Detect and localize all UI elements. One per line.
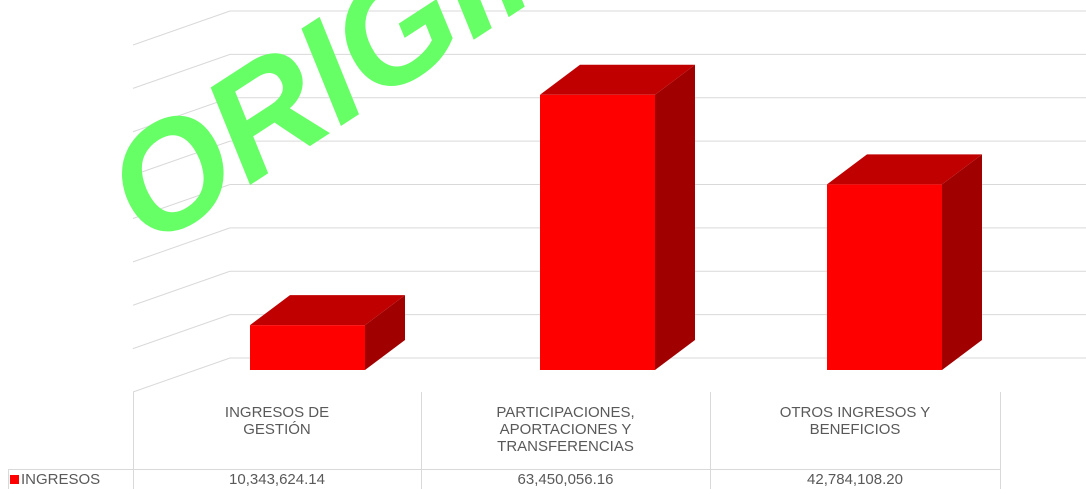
table-border xyxy=(8,469,9,489)
value-label: 63,450,056.16 xyxy=(421,470,710,489)
bar-front xyxy=(540,95,655,370)
value-label: 42,784,108.20 xyxy=(710,470,1000,489)
legend-swatch xyxy=(10,475,19,484)
legend-text: INGRESOS xyxy=(21,471,100,488)
x-tick-label-text: OTROS INGRESOS Y BENEFICIOS xyxy=(770,404,940,438)
grid-line-side xyxy=(133,315,230,349)
bar xyxy=(250,295,405,370)
x-tick-label-text: INGRESOS DE GESTIÓN xyxy=(192,404,362,438)
value-label: 10,343,624.14 xyxy=(133,470,421,489)
bar xyxy=(540,65,695,370)
bar-front xyxy=(250,325,365,370)
bar-side xyxy=(942,154,982,370)
x-tick-label: OTROS INGRESOS Y BENEFICIOS xyxy=(710,392,1000,469)
legend-entry: INGRESOS xyxy=(10,470,133,489)
bar-front xyxy=(827,184,942,370)
x-tick-label-text: PARTICIPACIONES, APORTACIONES Y TRANSFER… xyxy=(481,404,651,455)
x-tick-label: INGRESOS DE GESTIÓN xyxy=(133,392,421,469)
value-label-text: 10,343,624.14 xyxy=(229,471,325,488)
x-tick-label: PARTICIPACIONES, APORTACIONES Y TRANSFER… xyxy=(421,392,710,469)
value-label-text: 63,450,056.16 xyxy=(518,471,614,488)
page: ORIGINAL INGRESOS DE GESTIÓN10,343,624.1… xyxy=(0,0,1086,489)
bar-side xyxy=(655,65,695,370)
bar xyxy=(827,154,982,370)
grid-line-side xyxy=(133,271,230,305)
table-border xyxy=(1000,392,1001,489)
value-label-text: 42,784,108.20 xyxy=(807,471,903,488)
grid-line-side xyxy=(133,358,230,392)
grid-line-side xyxy=(133,11,230,45)
